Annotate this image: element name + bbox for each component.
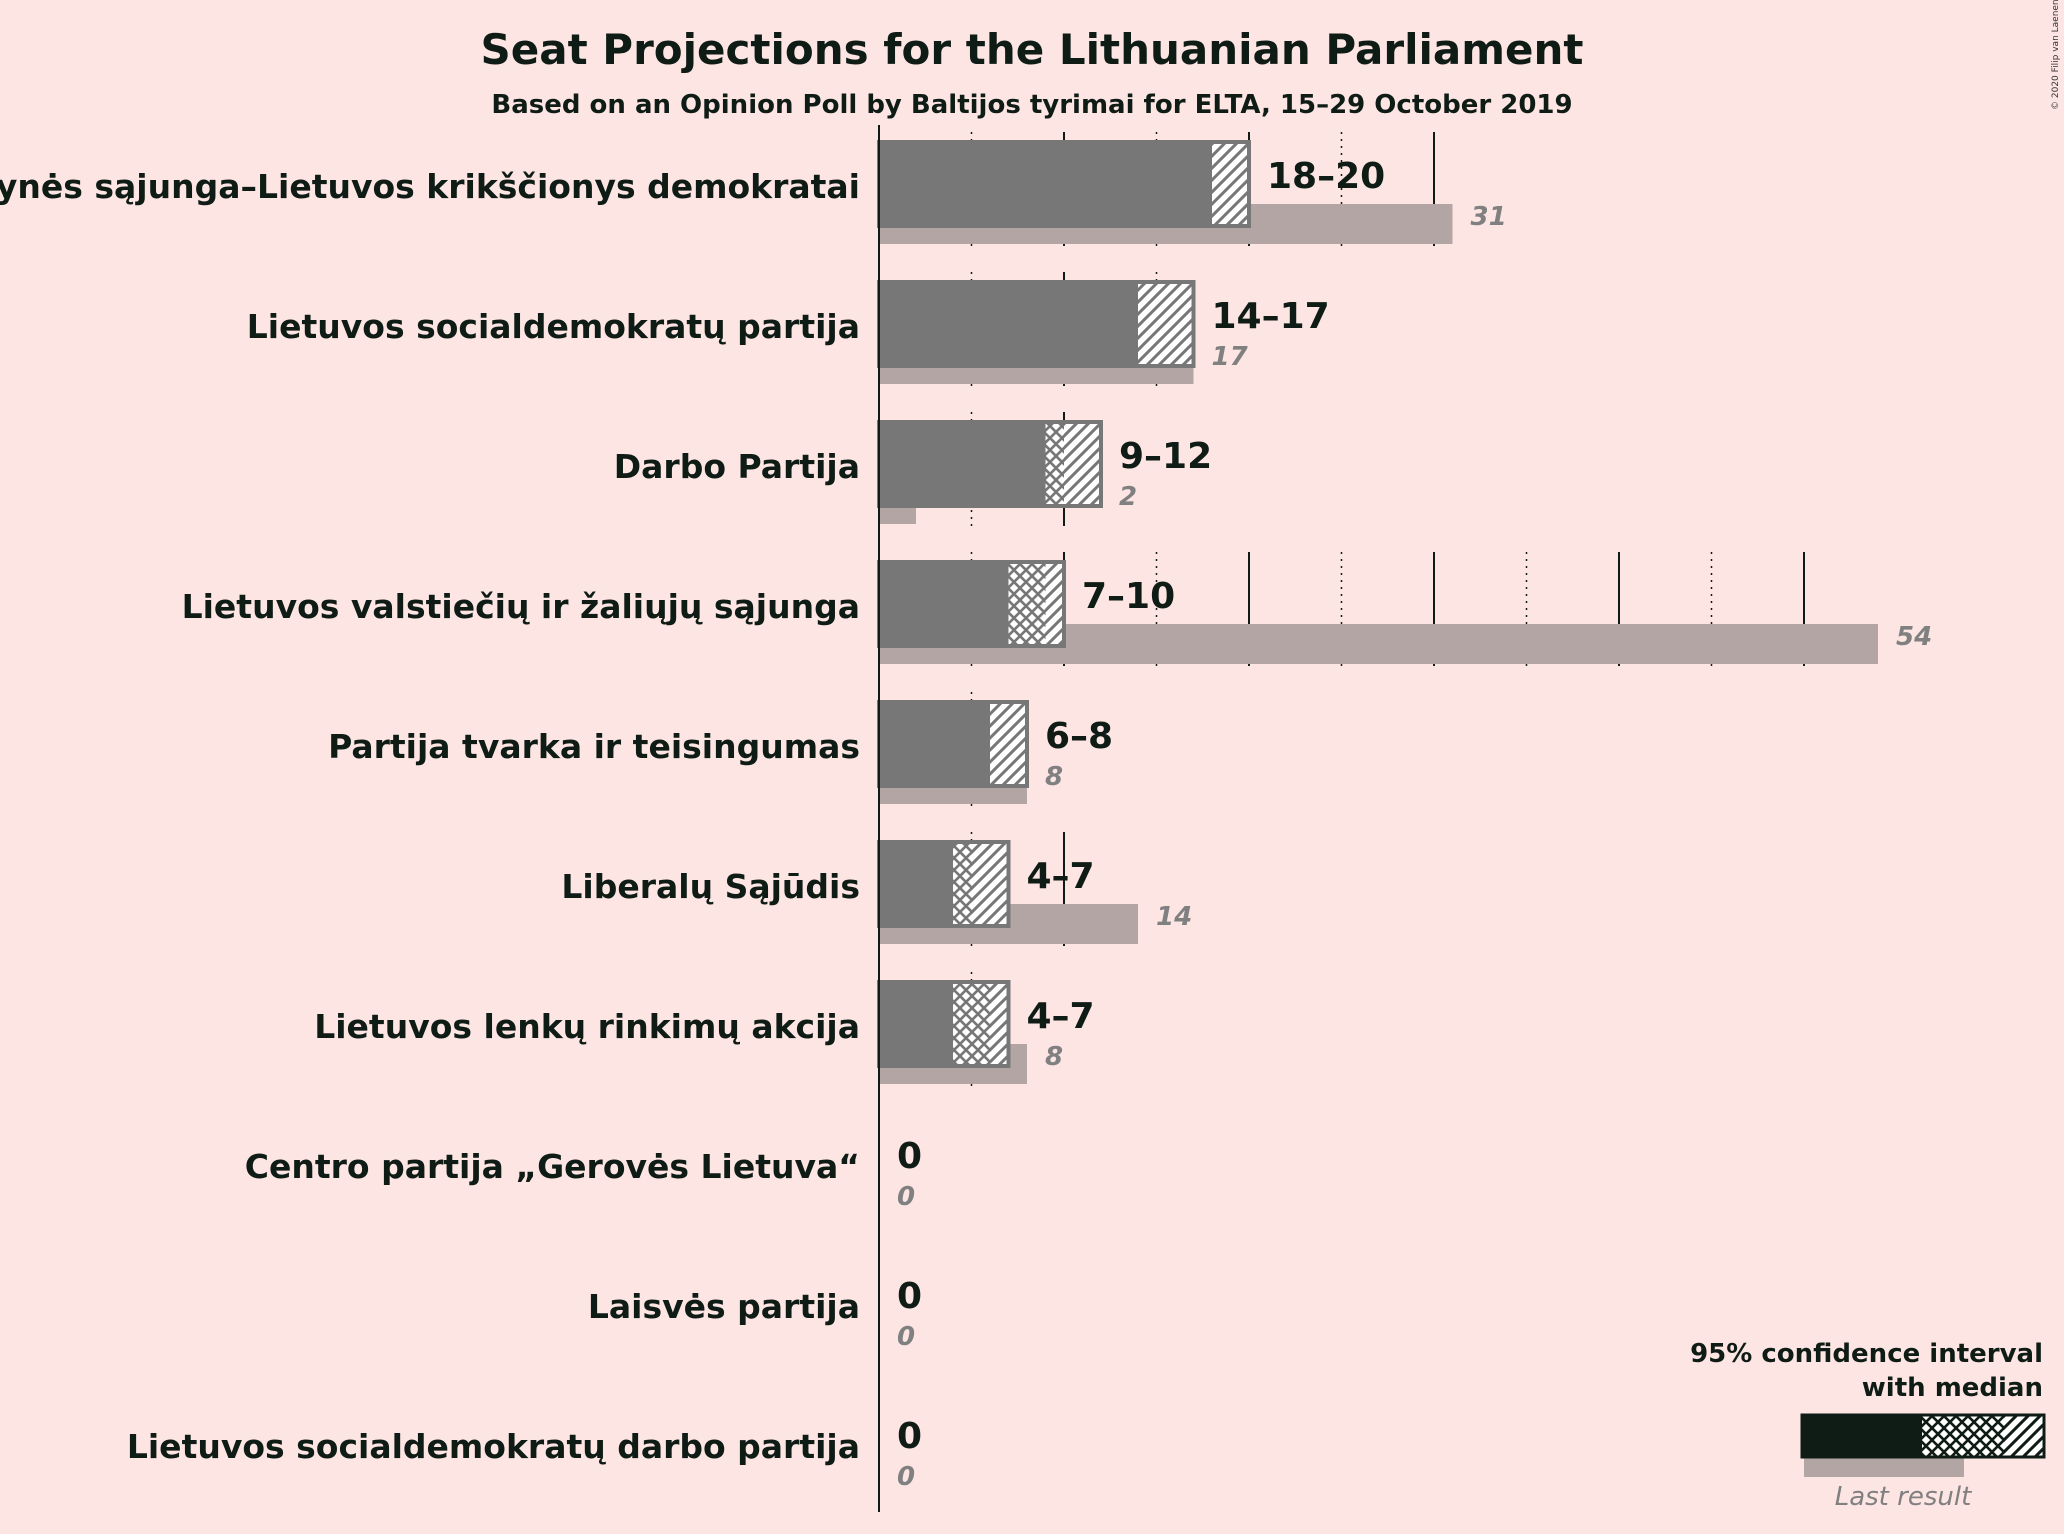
ci-range-label: 9–12 <box>1119 436 1212 477</box>
ci-upper-hatch <box>1045 562 1064 646</box>
ci-solid-bar <box>879 422 1046 506</box>
party-label: Partija tvarka ir teisingumas <box>328 727 860 766</box>
party-label: Centro partija „Gerovės Lietuva“ <box>245 1147 860 1186</box>
legend-ci-crosshatch <box>1922 1415 2004 1457</box>
legend: 95% confidence interval with median Last… <box>1690 1339 2046 1512</box>
party-label: Tėvynės sąjunga–Lietuvos krikščionys dem… <box>0 167 860 206</box>
party-label: Lietuvos lenkų rinkimų akcija <box>314 1007 860 1046</box>
last-result-label: 17 <box>1212 342 1249 372</box>
ci-range-label: 7–10 <box>1082 576 1175 617</box>
last-result-label: 2 <box>1119 482 1137 512</box>
last-result-label: 0 <box>897 1322 915 1352</box>
chart-subtitle: Based on an Opinion Poll by Baltijos tyr… <box>491 90 1572 120</box>
ci-solid-bar <box>879 142 1212 226</box>
ci-solid-bar <box>879 702 990 786</box>
last-result-label: 0 <box>897 1182 915 1212</box>
ci-range-label: 6–8 <box>1045 716 1113 757</box>
ci-range-label: 4–7 <box>1027 856 1095 897</box>
ci-range-label: 4–7 <box>1027 996 1095 1037</box>
last-result-label: 14 <box>1156 902 1192 932</box>
ci-upper-hatch <box>1212 142 1249 226</box>
party-label: Liberalų Sąjūdis <box>561 867 860 906</box>
legend-ci-solid <box>1802 1415 1922 1457</box>
ci-solid-bar <box>879 282 1138 366</box>
copyright-notice: © 2020 Filip van Laenen <box>2051 0 2061 110</box>
party-label: Lietuvos valstiečių ir žaliųjų sąjunga <box>182 587 860 626</box>
ci-median-crosshatch <box>1008 562 1046 646</box>
last-result-label: 8 <box>1045 762 1063 792</box>
ci-range-label: 18–20 <box>1267 156 1385 197</box>
legend-ci-line1: 95% confidence interval <box>1690 1339 2043 1369</box>
legend-ci-outline <box>1800 1413 2046 1459</box>
ci-range-label: 0 <box>897 1136 922 1177</box>
party-label: Darbo Partija <box>614 447 860 486</box>
ci-solid-bar <box>879 982 953 1066</box>
last-result-label: 54 <box>1896 622 1932 652</box>
last-result-label: 8 <box>1045 1042 1063 1072</box>
last-result-label: 31 <box>1471 202 1507 232</box>
party-label: Lietuvos socialdemokratų darbo partija <box>127 1427 860 1466</box>
ci-median-crosshatch <box>953 842 972 926</box>
party-label: Lietuvos socialdemokratų partija <box>247 307 860 346</box>
chart-title: Seat Projections for the Lithuanian Parl… <box>481 25 1584 74</box>
ci-range-label: 0 <box>897 1416 922 1457</box>
last-result-label: 0 <box>897 1462 915 1492</box>
legend-ci-hatch <box>2004 1415 2044 1457</box>
ci-range-label: 14–17 <box>1212 296 1330 337</box>
ci-upper-hatch <box>990 982 1009 1066</box>
bars-layer: Tėvynės sąjunga–Lietuvos krikščionys dem… <box>0 140 1932 1492</box>
ci-upper-hatch <box>990 702 1027 786</box>
ci-solid-bar <box>879 562 1009 646</box>
ci-upper-hatch <box>1064 422 1101 506</box>
ci-upper-hatch <box>971 842 1009 926</box>
legend-last-result-label: Last result <box>1835 1482 1972 1512</box>
party-label: Laisvės partija <box>588 1287 860 1326</box>
ci-median-crosshatch <box>1045 422 1064 506</box>
ci-median-crosshatch <box>953 982 990 1066</box>
ci-solid-bar <box>879 842 953 926</box>
legend-ci-line2: with median <box>1862 1373 2043 1403</box>
ci-range-label: 0 <box>897 1276 922 1317</box>
ci-upper-hatch <box>1138 282 1194 366</box>
